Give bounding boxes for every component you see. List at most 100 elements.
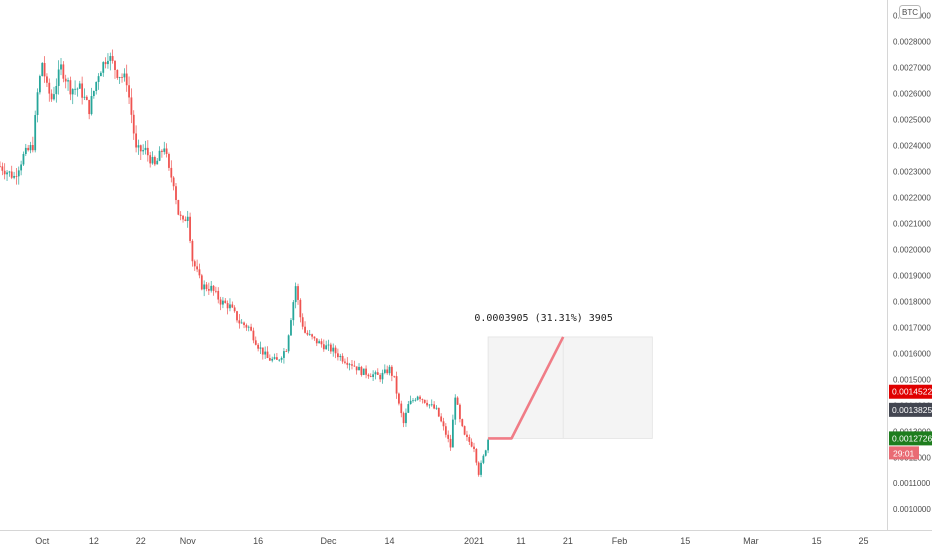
y-tick-label: 0.0011000 — [893, 479, 931, 488]
candle-body — [250, 326, 252, 331]
candle-body — [22, 153, 25, 165]
candle-body — [334, 347, 337, 354]
currency-badge[interactable]: BTC — [899, 5, 921, 19]
candle-body — [280, 357, 283, 360]
candle-body — [337, 353, 339, 358]
candle-body — [102, 62, 105, 73]
candle-body — [53, 94, 55, 100]
candle-body — [243, 322, 245, 326]
candle-body — [433, 404, 436, 409]
candle-body — [158, 150, 161, 161]
candle-body — [463, 426, 466, 435]
candle-body — [41, 62, 44, 77]
candle-body — [238, 320, 241, 324]
y-tick-label: 0.0017000 — [893, 323, 931, 332]
candle-body — [264, 351, 267, 355]
candle-body — [210, 285, 213, 291]
candle-body — [203, 284, 206, 290]
candle-body — [205, 284, 208, 290]
candle-body — [447, 434, 450, 439]
candle-body — [287, 335, 290, 352]
time-axis[interactable]: Oct 12 22 Nov 16 Dec 14 2021 11 21 Feb 15 Mar 15 25 — [35, 536, 868, 546]
candle-body — [219, 299, 222, 305]
candle-body — [294, 286, 297, 303]
candle-body — [95, 81, 98, 92]
countdown-badge: 29:01 — [889, 446, 919, 460]
candle-body — [423, 399, 426, 403]
candle-body — [224, 300, 227, 304]
candle-body — [104, 62, 107, 65]
candle-body — [177, 200, 180, 215]
y-tick-label: 0.0010000 — [893, 505, 931, 514]
candle-body — [405, 412, 407, 424]
candle-body — [327, 344, 330, 346]
y-tick-label: 0.0028000 — [893, 38, 931, 47]
candle-body — [367, 374, 370, 377]
price-badge: 0.0014522 — [889, 384, 932, 399]
candle-body — [142, 150, 145, 152]
x-tick-label: 16 — [253, 536, 263, 546]
candle-body — [329, 344, 332, 352]
x-tick-label: 15 — [680, 536, 690, 546]
candle-body — [355, 366, 358, 371]
candle-body — [212, 285, 215, 291]
x-tick-label: 25 — [859, 536, 869, 546]
candle-body — [172, 177, 175, 187]
candle-body — [275, 357, 278, 360]
candle-body — [449, 438, 452, 448]
candle-body — [6, 172, 8, 175]
candle-body — [76, 88, 79, 90]
candle-body — [229, 304, 231, 309]
candle-body — [407, 404, 410, 413]
candle-body — [459, 404, 461, 420]
y-tick-label: 0.0025000 — [893, 116, 931, 125]
x-tick-label: 12 — [89, 536, 99, 546]
projection-label: 0.0003905 (31.31%) 3905 — [474, 313, 612, 324]
candle-body — [374, 372, 377, 375]
candle-body — [297, 286, 299, 300]
candle-body — [322, 344, 325, 350]
candle-body — [487, 439, 489, 451]
candle-body — [43, 62, 46, 77]
candle-body — [320, 341, 323, 345]
candle-body — [121, 77, 123, 78]
candle-body — [266, 351, 269, 359]
candle-body — [1, 166, 4, 171]
candle-body — [383, 369, 386, 373]
candle-body — [156, 160, 159, 165]
candle-body — [468, 437, 471, 442]
candle-body — [60, 64, 62, 70]
candle-body — [388, 366, 391, 374]
candle-body — [29, 145, 32, 151]
candle-body — [144, 147, 147, 151]
candle-body — [200, 275, 203, 290]
candle-body — [24, 147, 27, 154]
candle-body — [444, 426, 447, 435]
candle-body — [398, 393, 400, 404]
candle-body — [435, 407, 438, 409]
candle-body — [135, 133, 138, 148]
countdown-bg — [889, 446, 919, 460]
candle-body — [151, 157, 154, 164]
candle-body — [308, 334, 311, 336]
candle-body — [0, 166, 1, 168]
plot-area[interactable]: 0.0003905 (31.31%) 3905 — [0, 49, 653, 478]
projection-box[interactable] — [487, 336, 653, 439]
projection-line[interactable] — [488, 336, 565, 440]
candle-body — [313, 336, 316, 339]
candle-body — [379, 374, 382, 380]
candle-body — [341, 355, 344, 362]
candle-body — [34, 115, 37, 151]
candle-body — [304, 326, 306, 333]
candle-body — [362, 368, 365, 375]
candle-body — [339, 355, 342, 358]
candle-body — [15, 176, 18, 177]
candle-body — [437, 407, 440, 417]
candle-body — [470, 441, 473, 447]
y-tick-label: 0.0021000 — [893, 219, 931, 228]
candle-body — [139, 145, 142, 152]
candle-body — [311, 334, 313, 337]
price-badge-label: 0.0014522 — [892, 387, 932, 397]
candle-body — [71, 89, 74, 95]
